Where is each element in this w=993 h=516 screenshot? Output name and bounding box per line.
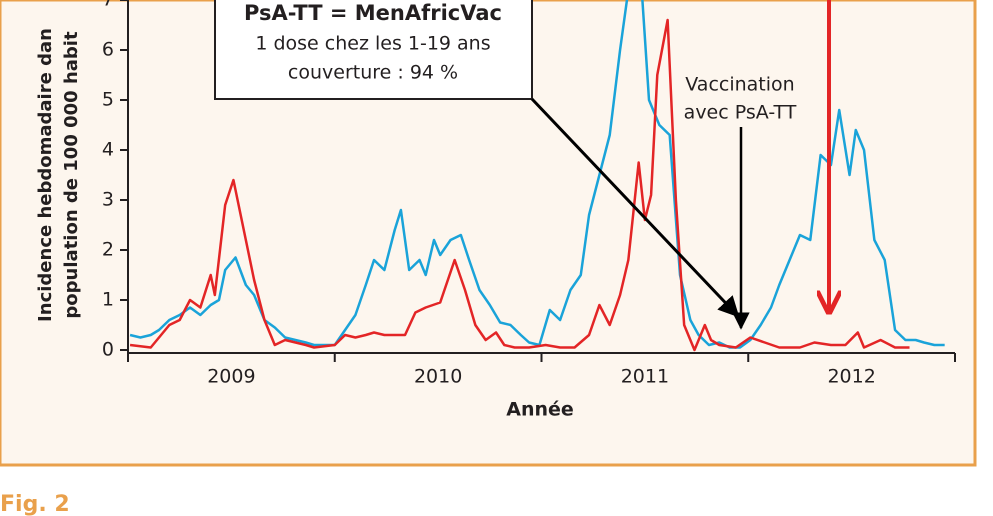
y-tick-label: 7 [102, 0, 114, 11]
y-tick-label: 0 [102, 339, 114, 361]
x-tick-label: 2009 [207, 366, 255, 388]
x-tick-label: 2010 [414, 366, 462, 388]
annotation-box [214, 0, 533, 100]
x-tick-label: 2012 [827, 366, 875, 388]
y-tick-label: 2 [102, 239, 114, 261]
x-tick-label: 2011 [621, 366, 669, 388]
annotation: 1 dose chez les 1-19 ans [255, 33, 490, 55]
y-tick-label: 6 [102, 39, 114, 61]
annotation: avec PsA-TT [684, 102, 797, 124]
annotation: couverture : 94 % [288, 62, 458, 84]
axes [127, 0, 955, 354]
y-tick-label: 3 [102, 189, 114, 211]
y-tick-label: 5 [102, 89, 114, 111]
y-axis-title: Incidence hebdomadaire dan [35, 28, 56, 322]
plot-area: 0 1 2 3 4 5 6 7 2009 2010 2011 2012 [102, 0, 956, 388]
annotation: PsA-TT = MenAfricVac [244, 1, 502, 25]
annotation-arrow [530, 97, 740, 318]
y-tick-label: 1 [102, 289, 114, 311]
y-axis-title: population de 100 000 habit [61, 31, 82, 319]
y-tick-label: 4 [102, 139, 114, 161]
caption: Fig. 2 [0, 492, 70, 516]
x-axis-title: Année [506, 399, 574, 421]
annotation: Vaccination [685, 74, 794, 96]
series-line [129, 18, 910, 352]
